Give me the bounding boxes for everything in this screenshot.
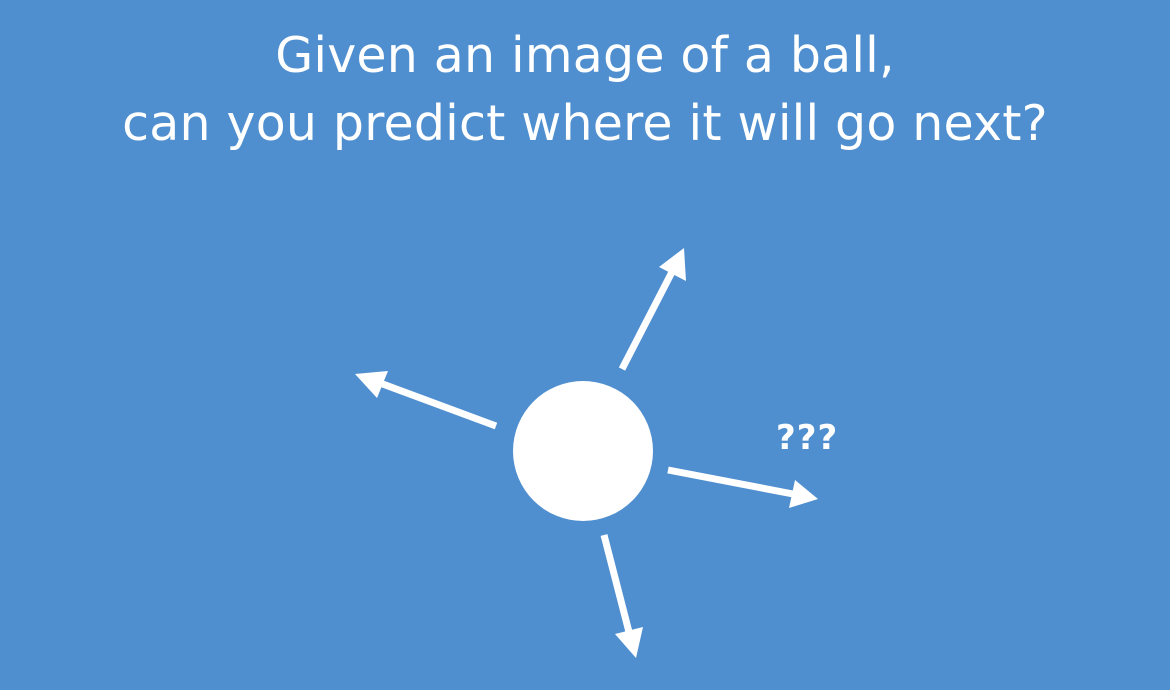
unknown-direction-label: ??? (776, 418, 839, 458)
arrow-down (600, 534, 643, 658)
arrow-down-head (615, 627, 643, 658)
title-line-1: Given an image of a ball, (275, 27, 895, 84)
arrow-up-right (618, 248, 686, 371)
arrow-right (667, 466, 818, 508)
arrow-right-head (789, 480, 818, 508)
slide-title: Given an image of a ball, can you predic… (0, 22, 1170, 158)
arrow-right-shaft (667, 466, 794, 498)
ball (513, 381, 653, 521)
arrow-up-left (355, 371, 498, 430)
arrow-up-right-shaft (618, 270, 676, 371)
title-line-2: can you predict where it will go next? (122, 95, 1048, 152)
arrow-down-shaft (600, 534, 633, 633)
arrow-up-left-shaft (378, 379, 498, 430)
arrow-up-left-head (355, 371, 388, 398)
arrow-up-right-head (659, 248, 686, 281)
